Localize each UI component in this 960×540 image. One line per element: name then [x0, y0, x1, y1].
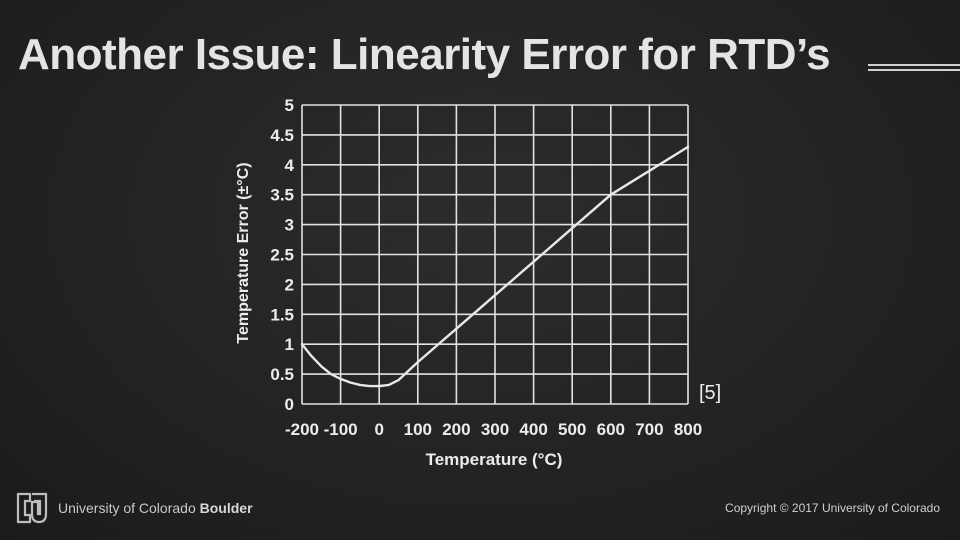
- y-tick-label: 0.5: [270, 365, 294, 384]
- x-tick-label: 400: [519, 420, 547, 439]
- reference-label: [5]: [699, 382, 722, 404]
- y-tick-label: 1: [285, 335, 294, 354]
- x-tick-label: -100: [324, 420, 358, 439]
- title-rule-bottom: [868, 69, 960, 71]
- slide-title: Another Issue: Linearity Error for RTD’s: [18, 30, 831, 79]
- chart-tick-labels: -200 -100 0 100 200 300 400 500 600 700 800 0 0.5 1 1.…: [270, 96, 702, 439]
- y-tick-label: 4.5: [270, 126, 294, 145]
- cu-logo-icon: [16, 492, 48, 524]
- y-axis-label: Temperature Error (±°C): [235, 162, 252, 343]
- y-tick-label: 0: [285, 395, 294, 414]
- x-tick-label: 700: [635, 420, 663, 439]
- y-tick-label: 2.5: [270, 246, 294, 265]
- y-tick-label: 4: [285, 156, 295, 175]
- x-tick-label: 800: [674, 420, 702, 439]
- y-tick-label: 3.5: [270, 186, 294, 205]
- x-tick-label: 600: [597, 420, 625, 439]
- copyright-notice: Copyright © 2017 University of Colorado: [725, 501, 940, 515]
- footer-branding: University of Colorado Boulder: [14, 490, 253, 526]
- x-tick-label: 300: [481, 420, 509, 439]
- error-curve-line: [300, 145, 690, 388]
- x-tick-label: -200: [285, 420, 319, 439]
- x-axis-label: Temperature (°C): [426, 450, 563, 469]
- y-tick-label: 1.5: [270, 305, 294, 324]
- x-tick-label: 0: [374, 420, 383, 439]
- university-name: University of Colorado Boulder: [58, 500, 253, 516]
- y-tick-label: 5: [285, 96, 294, 115]
- chart-series-layer: [300, 145, 690, 388]
- y-tick-label: 2: [285, 275, 294, 294]
- x-tick-label: 500: [558, 420, 586, 439]
- title-rule-top: [868, 64, 960, 66]
- x-tick-label: 200: [442, 420, 470, 439]
- x-tick-label: 100: [404, 420, 432, 439]
- y-tick-label: 3: [285, 216, 294, 235]
- chart-grid: [301, 104, 689, 405]
